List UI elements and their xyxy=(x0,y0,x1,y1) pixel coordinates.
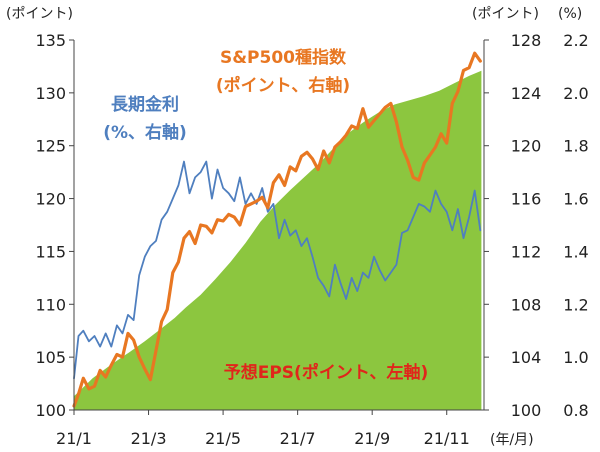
left-axis-unit: (ポイント) xyxy=(6,6,73,22)
sp500-axis-note: (ポイント、右軸) xyxy=(216,75,350,96)
right-index-tick-label: 100 xyxy=(511,401,542,420)
x-tick-label: 21/9 xyxy=(354,429,390,448)
rate-label: 長期金利 xyxy=(111,94,179,115)
right-index-tick-label: 104 xyxy=(511,348,542,367)
right-index-tick-label: 112 xyxy=(511,242,542,261)
right-rate-tick-label: 2.0 xyxy=(563,84,588,103)
left-tick-label: 130 xyxy=(35,84,66,103)
left-tick-label: 105 xyxy=(35,348,66,367)
left-tick-label: 110 xyxy=(35,295,66,314)
x-tick-label: 21/7 xyxy=(280,429,316,448)
right-rate-tick-label: 1.0 xyxy=(563,348,588,367)
right-index-tick-label: 116 xyxy=(511,190,542,209)
left-tick-label: 100 xyxy=(35,401,66,420)
right-index-tick-label: 124 xyxy=(511,84,542,103)
right-rate-tick-label: 1.8 xyxy=(563,137,588,156)
left-tick-label: 115 xyxy=(35,242,66,261)
right-index-tick-label: 128 xyxy=(511,31,542,50)
x-tick-label: 21/5 xyxy=(205,429,241,448)
right-rate-axis-unit: (%) xyxy=(558,6,582,22)
right-rate-tick-label: 1.6 xyxy=(563,190,588,209)
x-tick-label: 21/3 xyxy=(131,429,167,448)
right-index-tick-label: 120 xyxy=(511,137,542,156)
x-tick-label: 21/1 xyxy=(56,429,92,448)
left-tick-label: 125 xyxy=(35,137,66,156)
right-rate-tick-label: 2.2 xyxy=(563,31,588,50)
eps-label: 予想EPS(ポイント、左軸) xyxy=(224,362,429,383)
sp500-label: S&P500種指数 xyxy=(220,47,347,68)
x-tick-label: 21/11 xyxy=(424,429,470,448)
left-tick-label: 120 xyxy=(35,190,66,209)
rate-line xyxy=(73,160,482,380)
left-tick-label: 135 xyxy=(35,31,66,50)
right-index-tick-label: 108 xyxy=(511,295,542,314)
eps-area xyxy=(74,70,482,410)
right-rate-tick-label: 1.4 xyxy=(563,242,588,261)
right-index-axis-unit: (ポイント) xyxy=(472,6,539,22)
sp500-line xyxy=(72,51,482,408)
x-axis-unit: (年/月) xyxy=(490,432,534,448)
right-rate-tick-label: 1.2 xyxy=(563,295,588,314)
right-rate-tick-label: 0.8 xyxy=(563,401,588,420)
rate-axis-note: (%、右軸) xyxy=(103,122,187,143)
